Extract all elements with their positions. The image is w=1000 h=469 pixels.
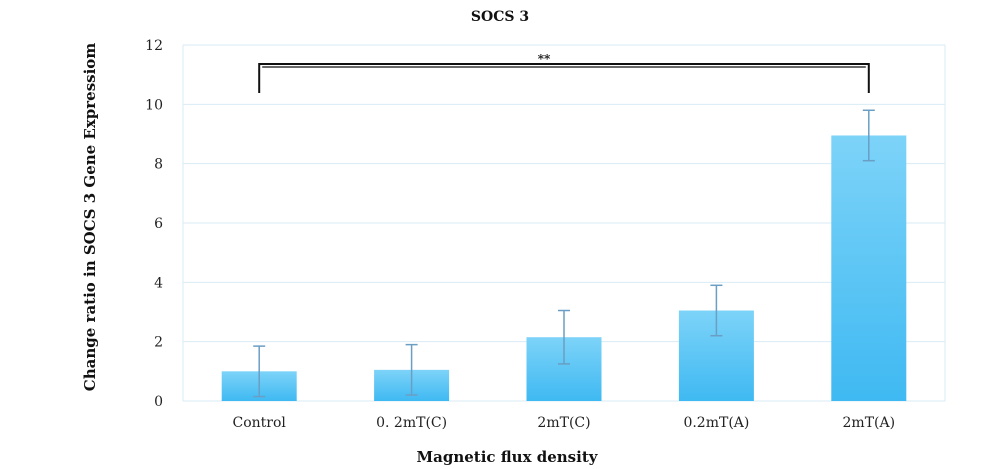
error-bar xyxy=(253,345,266,398)
y-tick-label: 0 xyxy=(154,394,163,410)
bar xyxy=(831,135,907,401)
x-tick-label: 2mT(A) xyxy=(843,415,896,431)
y-tick-label: 4 xyxy=(154,275,163,291)
y-tick-label: 12 xyxy=(145,38,163,54)
bracket-line xyxy=(258,63,870,93)
error-bars xyxy=(253,109,875,398)
y-axis-title: Change ratio in SOCS 3 Gene Expressiom xyxy=(81,43,99,392)
gridlines xyxy=(182,44,946,402)
error-bar xyxy=(710,284,723,337)
error-bar xyxy=(558,309,570,365)
x-tick-label: 0.2mT(A) xyxy=(683,415,749,431)
x-axis-title: Magnetic flux density xyxy=(417,448,599,466)
x-tick-label: 2mT(C) xyxy=(537,415,590,431)
y-tick-label: 10 xyxy=(145,97,163,113)
x-axis-ticks: Control 0. 2mT(C) 2mT(C) 0.2mT(A) 2mT(A) xyxy=(233,415,896,431)
chart-title: SOCS 3 xyxy=(471,9,529,25)
y-axis-ticks: 0 2 4 6 8 10 12 xyxy=(145,38,163,410)
x-tick-label: 0. 2mT(C) xyxy=(376,415,447,431)
x-tick-label: Control xyxy=(233,415,287,431)
significance-label: ** xyxy=(538,52,551,66)
error-bar xyxy=(405,343,418,396)
error-bar xyxy=(862,109,875,162)
y-tick-label: 2 xyxy=(154,335,163,351)
significance-bracket: ** xyxy=(258,52,870,93)
y-tick-label: 8 xyxy=(154,157,163,173)
y-tick-label: 6 xyxy=(154,216,163,232)
